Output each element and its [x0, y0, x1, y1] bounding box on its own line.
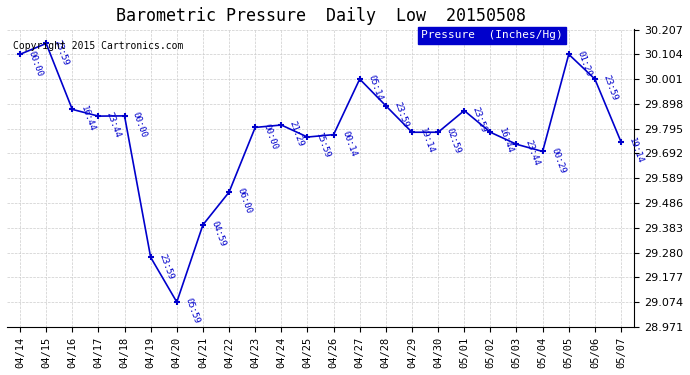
- Text: Copyright 2015 Cartronics.com: Copyright 2015 Cartronics.com: [13, 41, 184, 51]
- Text: 05:59: 05:59: [184, 297, 201, 325]
- Text: 19:14: 19:14: [418, 127, 436, 155]
- Text: 23:44: 23:44: [523, 139, 540, 167]
- Text: 00:14: 00:14: [340, 129, 357, 158]
- Text: 23:44: 23:44: [105, 111, 123, 139]
- Text: 21:29: 21:29: [288, 120, 306, 148]
- Text: 00:29: 00:29: [549, 146, 566, 175]
- Text: 23:59: 23:59: [602, 74, 619, 102]
- Text: 16:44: 16:44: [497, 127, 515, 155]
- Text: Pressure  (Inches/Hg): Pressure (Inches/Hg): [421, 30, 562, 40]
- Text: 02:59: 02:59: [444, 127, 462, 155]
- Text: 05:14: 05:14: [366, 74, 384, 102]
- Text: 19:14: 19:14: [627, 136, 645, 165]
- Text: 00:00: 00:00: [26, 49, 44, 78]
- Text: 23:59: 23:59: [157, 252, 175, 280]
- Text: 01:29: 01:29: [575, 49, 593, 78]
- Text: 00:00: 00:00: [262, 122, 279, 151]
- Text: 23:59: 23:59: [471, 105, 489, 134]
- Text: 04:59: 04:59: [209, 220, 227, 248]
- Text: 23:59: 23:59: [52, 38, 70, 67]
- Text: 16:44: 16:44: [79, 104, 97, 132]
- Text: 23:59: 23:59: [393, 100, 410, 129]
- Text: 06:00: 06:00: [235, 187, 253, 215]
- Text: 00:00: 00:00: [131, 111, 148, 139]
- Title: Barometric Pressure  Daily  Low  20150508: Barometric Pressure Daily Low 20150508: [115, 7, 526, 25]
- Text: 15:59: 15:59: [314, 132, 332, 160]
